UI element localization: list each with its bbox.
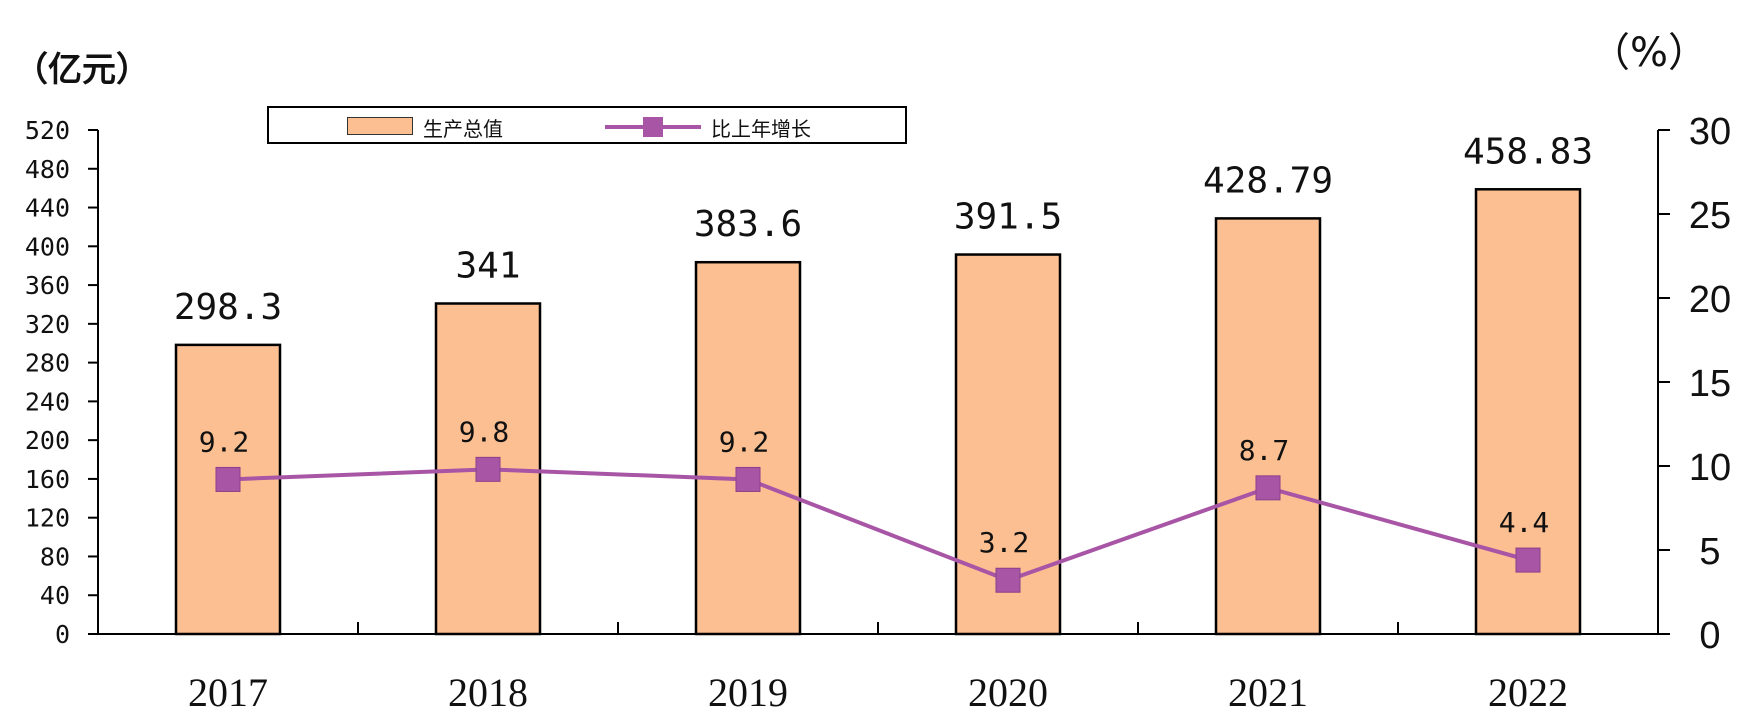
bar bbox=[1214, 217, 1322, 636]
left-tick-label: 40 bbox=[40, 581, 70, 610]
bar-value-label: 391.5 bbox=[954, 197, 1062, 238]
x-tick-label: 2021 bbox=[1228, 670, 1308, 715]
legend: 生产总值 比上年增长 bbox=[267, 106, 907, 144]
right-tick-label: 0 bbox=[1699, 615, 1720, 657]
growth-line bbox=[227, 467, 1529, 583]
left-tick-label: 160 bbox=[25, 465, 70, 494]
growth-value-label: 9.8 bbox=[459, 415, 510, 448]
left-tick-label: 200 bbox=[25, 426, 70, 455]
left-tick-label: 400 bbox=[25, 232, 70, 261]
left-tick-label: 280 bbox=[25, 349, 70, 378]
legend-label-line: 比上年增长 bbox=[711, 117, 811, 141]
growth-value-label: 9.2 bbox=[719, 425, 770, 458]
right-tick-label: 5 bbox=[1699, 531, 1720, 573]
x-tick-label: 2022 bbox=[1488, 670, 1568, 715]
right-tick-label: 30 bbox=[1689, 111, 1731, 153]
left-tick-label: 440 bbox=[25, 194, 70, 223]
right-tick-label: 25 bbox=[1689, 195, 1731, 237]
x-tick-label: 2017 bbox=[188, 670, 268, 715]
left-tick-label: 0 bbox=[55, 620, 70, 649]
left-tick-label: 80 bbox=[40, 542, 70, 571]
bar-value-label: 298.3 bbox=[174, 287, 282, 328]
growth-value-label: 9.2 bbox=[199, 425, 250, 458]
left-tick-label: 240 bbox=[25, 387, 70, 416]
right-tick-label: 10 bbox=[1689, 447, 1731, 489]
bar-value-label: 383.6 bbox=[694, 204, 802, 245]
legend-line-marker bbox=[643, 117, 663, 137]
left-tick-label: 360 bbox=[25, 271, 70, 300]
right-tick-label: 15 bbox=[1689, 363, 1731, 405]
bar-value-label: 341 bbox=[455, 245, 520, 286]
growth-value-label: 3.2 bbox=[979, 526, 1030, 559]
legend-bar-swatch bbox=[347, 117, 413, 135]
left-tick-label: 120 bbox=[25, 504, 70, 533]
left-tick-label: 520 bbox=[25, 116, 70, 145]
growth-value-label: 4.4 bbox=[1499, 506, 1550, 539]
right-tick-label: 20 bbox=[1689, 279, 1731, 321]
left-tick-label: 320 bbox=[25, 310, 70, 339]
growth-marker bbox=[215, 466, 241, 492]
x-tick-label: 2018 bbox=[448, 670, 528, 715]
growth-marker bbox=[735, 466, 761, 492]
x-tick-label: 2020 bbox=[968, 670, 1048, 715]
legend-label-bar: 生产总值 bbox=[423, 117, 503, 141]
left-axis-unit: （亿元） bbox=[14, 50, 150, 90]
bar-value-label: 458.83 bbox=[1463, 131, 1593, 172]
bar-value-label: 428.79 bbox=[1203, 160, 1333, 201]
growth-marker bbox=[1515, 547, 1541, 573]
growth-value-label: 8.7 bbox=[1239, 434, 1290, 467]
x-tick-label: 2019 bbox=[708, 670, 788, 715]
growth-marker bbox=[475, 456, 501, 482]
left-tick-label: 480 bbox=[25, 155, 70, 184]
growth-marker bbox=[995, 567, 1021, 593]
bar bbox=[694, 260, 802, 636]
growth-marker bbox=[1255, 475, 1281, 501]
right-axis-unit: （%） bbox=[1590, 30, 1709, 76]
